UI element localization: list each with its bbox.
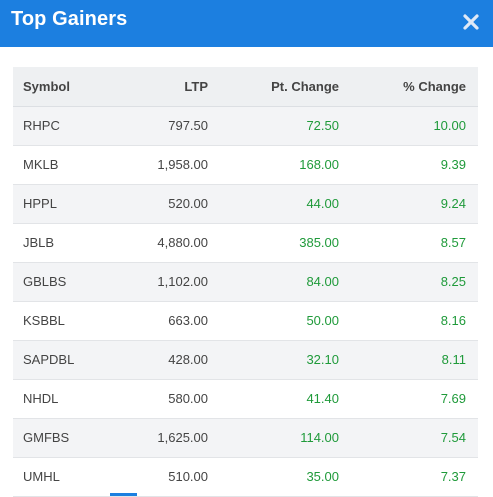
pct-change-cell: 8.57 xyxy=(343,223,478,263)
ltp-cell: 520.00 xyxy=(113,184,211,224)
symbol-cell[interactable]: GMFBS xyxy=(13,418,113,458)
table-row[interactable]: HPPL 520.00 44.00 9.24 xyxy=(13,184,478,224)
close-button[interactable] xyxy=(461,12,481,32)
pct-change-cell: 7.37 xyxy=(343,457,478,497)
modal-body: Symbol LTP Pt. Change % Change RHPC 797.5… xyxy=(0,47,493,497)
close-icon xyxy=(463,14,479,30)
table-row[interactable]: UMHL 510.00 35.00 7.37 xyxy=(13,457,478,497)
scroll-indicator[interactable] xyxy=(110,493,137,496)
pt-change-cell: 84.00 xyxy=(211,262,343,302)
table-row[interactable]: NHDL 580.00 41.40 7.69 xyxy=(13,379,478,419)
pt-change-cell: 168.00 xyxy=(211,145,343,185)
ltp-cell: 1,102.00 xyxy=(113,262,211,302)
pct-change-cell: 9.24 xyxy=(343,184,478,224)
symbol-cell[interactable]: HPPL xyxy=(13,184,113,224)
pt-change-cell: 32.10 xyxy=(211,340,343,380)
pt-change-cell: 35.00 xyxy=(211,457,343,497)
table-row[interactable]: MKLB 1,958.00 168.00 9.39 xyxy=(13,145,478,185)
symbol-cell[interactable]: NHDL xyxy=(13,379,113,419)
pct-change-cell: 9.39 xyxy=(343,145,478,185)
symbol-cell[interactable]: MKLB xyxy=(13,145,113,185)
ltp-cell: 797.50 xyxy=(113,106,211,146)
symbol-cell[interactable]: RHPC xyxy=(13,106,113,146)
pct-change-cell: 10.00 xyxy=(343,106,478,146)
ltp-cell: 580.00 xyxy=(113,379,211,419)
pt-change-cell: 114.00 xyxy=(211,418,343,458)
pct-change-cell: 8.25 xyxy=(343,262,478,302)
pt-change-cell: 41.40 xyxy=(211,379,343,419)
modal-title: Top Gainers xyxy=(11,8,128,30)
table-row[interactable]: GMFBS 1,625.00 114.00 7.54 xyxy=(13,418,478,458)
column-header-pct-change[interactable]: % Change xyxy=(343,67,478,107)
table-header-row: Symbol LTP Pt. Change % Change xyxy=(13,67,478,107)
column-header-symbol[interactable]: Symbol xyxy=(13,67,113,107)
pct-change-cell: 8.16 xyxy=(343,301,478,341)
ltp-cell: 428.00 xyxy=(113,340,211,380)
ltp-cell: 510.00 xyxy=(113,457,211,497)
ltp-cell: 663.00 xyxy=(113,301,211,341)
gainers-table: Symbol LTP Pt. Change % Change RHPC 797.5… xyxy=(13,67,478,497)
symbol-cell[interactable]: UMHL xyxy=(13,457,113,497)
table-row[interactable]: GBLBS 1,102.00 84.00 8.25 xyxy=(13,262,478,302)
pt-change-cell: 44.00 xyxy=(211,184,343,224)
ltp-cell: 1,958.00 xyxy=(113,145,211,185)
modal-header: Top Gainers xyxy=(0,0,493,47)
pct-change-cell: 7.69 xyxy=(343,379,478,419)
column-header-ltp[interactable]: LTP xyxy=(113,67,211,107)
table-row[interactable]: SAPDBL 428.00 32.10 8.11 xyxy=(13,340,478,380)
ltp-cell: 1,625.00 xyxy=(113,418,211,458)
pct-change-cell: 7.54 xyxy=(343,418,478,458)
symbol-cell[interactable]: SAPDBL xyxy=(13,340,113,380)
pt-change-cell: 50.00 xyxy=(211,301,343,341)
symbol-cell[interactable]: JBLB xyxy=(13,223,113,263)
table-row[interactable]: RHPC 797.50 72.50 10.00 xyxy=(13,106,478,146)
pt-change-cell: 385.00 xyxy=(211,223,343,263)
table-row[interactable]: KSBBL 663.00 50.00 8.16 xyxy=(13,301,478,341)
symbol-cell[interactable]: KSBBL xyxy=(13,301,113,341)
pt-change-cell: 72.50 xyxy=(211,106,343,146)
ltp-cell: 4,880.00 xyxy=(113,223,211,263)
table-body: RHPC 797.50 72.50 10.00 MKLB 1,958.00 168.00 9.… xyxy=(13,106,478,497)
pct-change-cell: 8.11 xyxy=(343,340,478,380)
symbol-cell[interactable]: GBLBS xyxy=(13,262,113,302)
column-header-pt-change[interactable]: Pt. Change xyxy=(211,67,343,107)
table-row[interactable]: JBLB 4,880.00 385.00 8.57 xyxy=(13,223,478,263)
